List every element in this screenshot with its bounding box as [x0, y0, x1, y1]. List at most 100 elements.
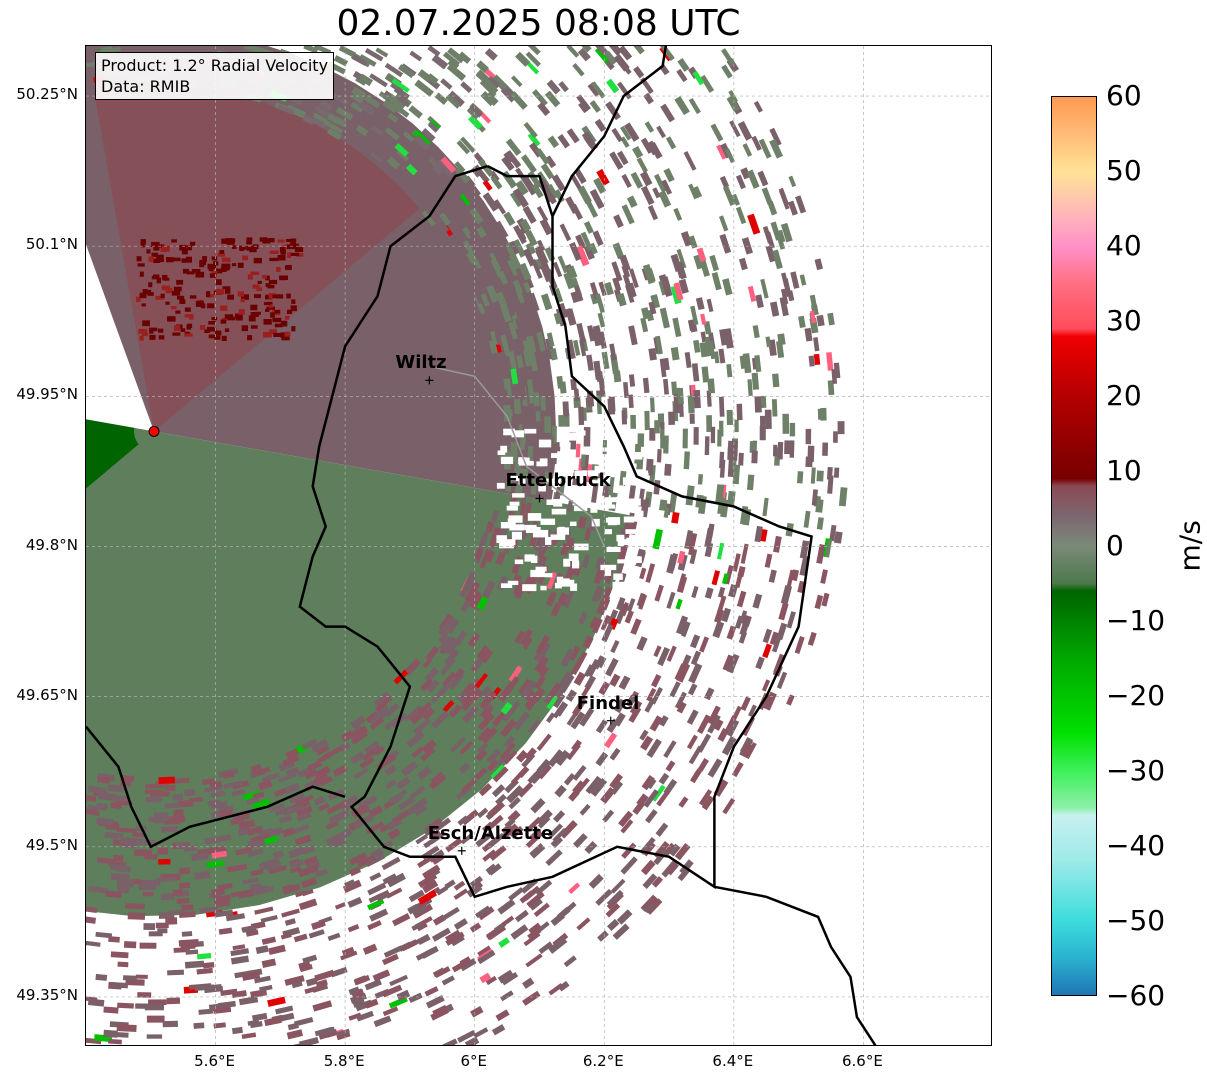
- velocity-cell: [261, 857, 281, 869]
- velocity-cell: [442, 700, 455, 713]
- radar-map[interactable]: [85, 45, 992, 1046]
- velocity-cell: [257, 280, 262, 284]
- velocity-cell: [110, 863, 127, 871]
- velocity-cell: [723, 328, 734, 349]
- velocity-cell: [697, 714, 712, 735]
- velocity-cell: [325, 820, 339, 830]
- velocity-cell: [221, 266, 227, 272]
- velocity-cell: [331, 828, 353, 843]
- velocity-cell: [207, 303, 215, 309]
- velocity-cell: [589, 282, 599, 298]
- velocity-cell: [563, 772, 576, 786]
- velocity-cell: [610, 781, 624, 795]
- velocity-cell: [689, 413, 695, 424]
- map-canvas[interactable]: [86, 46, 992, 1046]
- velocity-cell: [546, 572, 557, 590]
- velocity-cell: [577, 516, 587, 529]
- velocity-cell: [149, 334, 156, 340]
- velocity-cell: [590, 81, 606, 99]
- velocity-cell: [484, 48, 498, 61]
- velocity-cell: [206, 326, 215, 331]
- velocity-cell: [406, 731, 425, 748]
- velocity-cell: [566, 46, 580, 58]
- velocity-cell: [477, 906, 495, 921]
- lon-tick-label: 6°E: [460, 1052, 487, 1070]
- velocity-cell: [185, 949, 199, 955]
- velocity-cell: [166, 257, 174, 263]
- velocity-cell: [703, 320, 712, 335]
- velocity-cell: [480, 293, 490, 307]
- velocity-cell: [276, 1012, 295, 1023]
- velocity-cell: [283, 804, 303, 816]
- velocity-cell: [464, 1042, 477, 1045]
- velocity-gap: [562, 432, 577, 441]
- velocity-cell: [448, 704, 462, 718]
- velocity-cell: [246, 240, 252, 245]
- velocity-cell: [175, 310, 181, 314]
- velocity-cell: [588, 242, 598, 255]
- velocity-cell: [113, 854, 124, 862]
- velocity-cell: [637, 433, 645, 447]
- velocity-cell: [155, 295, 165, 300]
- velocity-cell: [139, 271, 144, 277]
- velocity-cell: [460, 136, 476, 154]
- velocity-cell: [809, 294, 819, 315]
- velocity-cell: [620, 856, 638, 875]
- velocity-cell: [817, 408, 823, 420]
- velocity-cell: [110, 951, 129, 959]
- velocity-cell: [454, 161, 466, 173]
- velocity-cell: [659, 46, 675, 62]
- velocity-cell: [713, 351, 720, 364]
- velocity-cell: [411, 921, 424, 931]
- velocity-cell: [521, 154, 537, 174]
- velocity-cell: [589, 188, 605, 210]
- velocity-cell: [838, 487, 848, 507]
- velocity-cell: [252, 284, 260, 289]
- velocity-gap: [531, 555, 538, 563]
- velocity-gap: [535, 566, 547, 572]
- velocity-cell: [137, 263, 145, 267]
- velocity-cell: [708, 340, 716, 360]
- velocity-gap: [556, 453, 567, 458]
- velocity-cell: [566, 128, 580, 144]
- velocity-cell: [413, 134, 430, 151]
- velocity-gap: [625, 529, 642, 534]
- velocity-cell: [301, 738, 318, 750]
- velocity-cell: [487, 800, 506, 818]
- velocity-cell: [222, 771, 235, 779]
- velocity-cell: [687, 395, 695, 414]
- velocity-cell: [247, 837, 268, 847]
- velocity-cell: [373, 691, 392, 708]
- velocity-cell: [503, 735, 516, 749]
- velocity-cell: [460, 833, 474, 845]
- velocity-cell: [504, 479, 513, 492]
- velocity-gap: [511, 531, 522, 540]
- velocity-cell: [384, 714, 402, 731]
- velocity-cell: [805, 456, 813, 468]
- velocity-cell: [110, 872, 130, 882]
- velocity-cell: [574, 285, 584, 302]
- colorbar-tick-label: −20: [1106, 679, 1166, 712]
- velocity-cell: [179, 299, 186, 304]
- velocity-cell: [238, 309, 245, 315]
- velocity-cell: [452, 667, 465, 681]
- velocity-cell: [596, 371, 604, 383]
- velocity-cell: [250, 271, 260, 275]
- velocity-cell: [613, 214, 624, 229]
- velocity-cell: [268, 304, 273, 308]
- velocity-cell: [422, 864, 441, 880]
- velocity-cell: [110, 981, 129, 989]
- velocity-cell: [590, 778, 608, 797]
- velocity-cell: [540, 264, 551, 283]
- velocity-cell: [788, 175, 797, 188]
- velocity-cell: [280, 932, 292, 940]
- velocity-cell: [592, 617, 603, 634]
- velocity-cell: [96, 802, 108, 811]
- velocity-cell: [151, 276, 160, 280]
- velocity-cell: [162, 1020, 178, 1028]
- velocity-cell: [178, 910, 196, 919]
- velocity-cell: [439, 212, 451, 226]
- velocity-gap: [627, 452, 643, 460]
- rivers: [429, 365, 605, 547]
- velocity-cell: [617, 81, 632, 100]
